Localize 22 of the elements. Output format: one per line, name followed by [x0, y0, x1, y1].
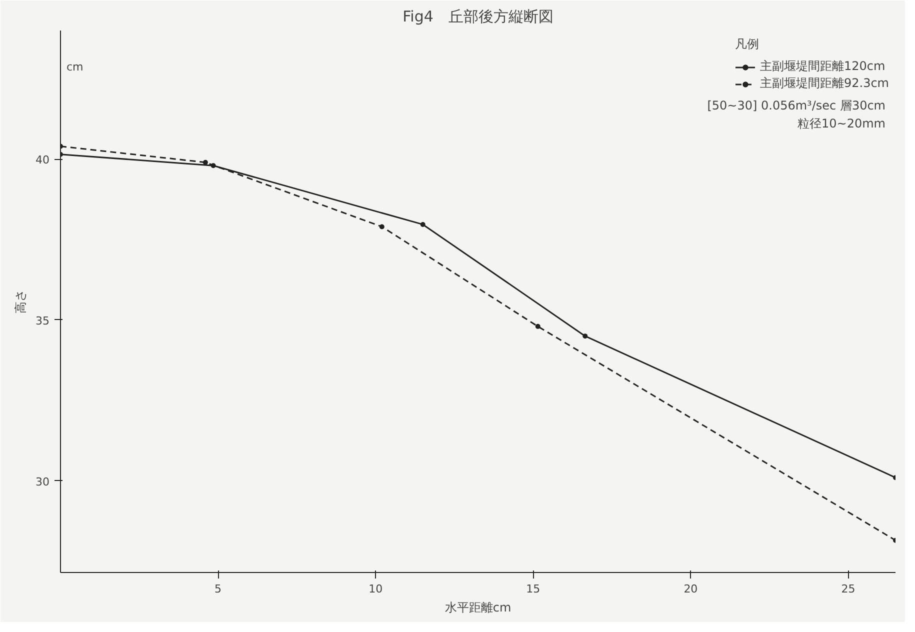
annotation: 粒径10~20mm	[798, 116, 886, 130]
x-tick-label: 15	[526, 582, 540, 596]
y-tick-label: 35	[36, 314, 50, 328]
legend-label: 主副堰堤間距離92.3cm	[760, 75, 889, 92]
x-axis-title: 水平距離cm	[444, 600, 512, 614]
legend-title: 凡例	[734, 36, 760, 53]
annotation: [50~30] 0.056m³/sec 層30cm	[707, 98, 886, 112]
point	[582, 334, 588, 339]
x-tick-label: 20	[684, 582, 698, 596]
x-tick-label: 25	[841, 582, 856, 596]
chart-title: Fig4 丘部後方縦断図	[402, 8, 554, 26]
y-axis-title: 高さ	[14, 290, 28, 314]
annotation: cm	[66, 60, 84, 74]
point	[202, 160, 208, 165]
y-tick-label: 40	[36, 154, 50, 167]
point	[535, 324, 540, 329]
legend-label: 主副堰堤間距離120cm	[760, 58, 886, 75]
x-tick-label: 10	[368, 582, 383, 596]
point	[379, 224, 384, 230]
y-tick-label: 30	[36, 475, 50, 488]
point	[420, 222, 426, 227]
x-tick-label: 5	[214, 582, 222, 596]
